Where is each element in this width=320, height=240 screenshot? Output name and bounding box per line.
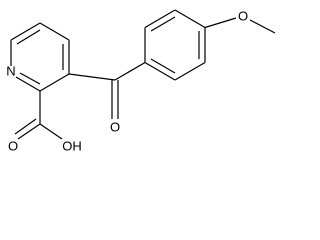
structure: N O OH O O bbox=[6, 8, 276, 153]
bonds bbox=[10, 9, 276, 140]
page: N O OH O O (() => { const data = JSON.pa… bbox=[6, 8, 276, 154]
atom-label: OH bbox=[62, 138, 82, 153]
atom-label: O bbox=[8, 138, 18, 153]
atom-label: O bbox=[238, 8, 248, 23]
atom-label: N bbox=[6, 63, 15, 78]
atom-labels: N O OH O O bbox=[6, 8, 248, 153]
atom-label: O bbox=[110, 119, 120, 134]
